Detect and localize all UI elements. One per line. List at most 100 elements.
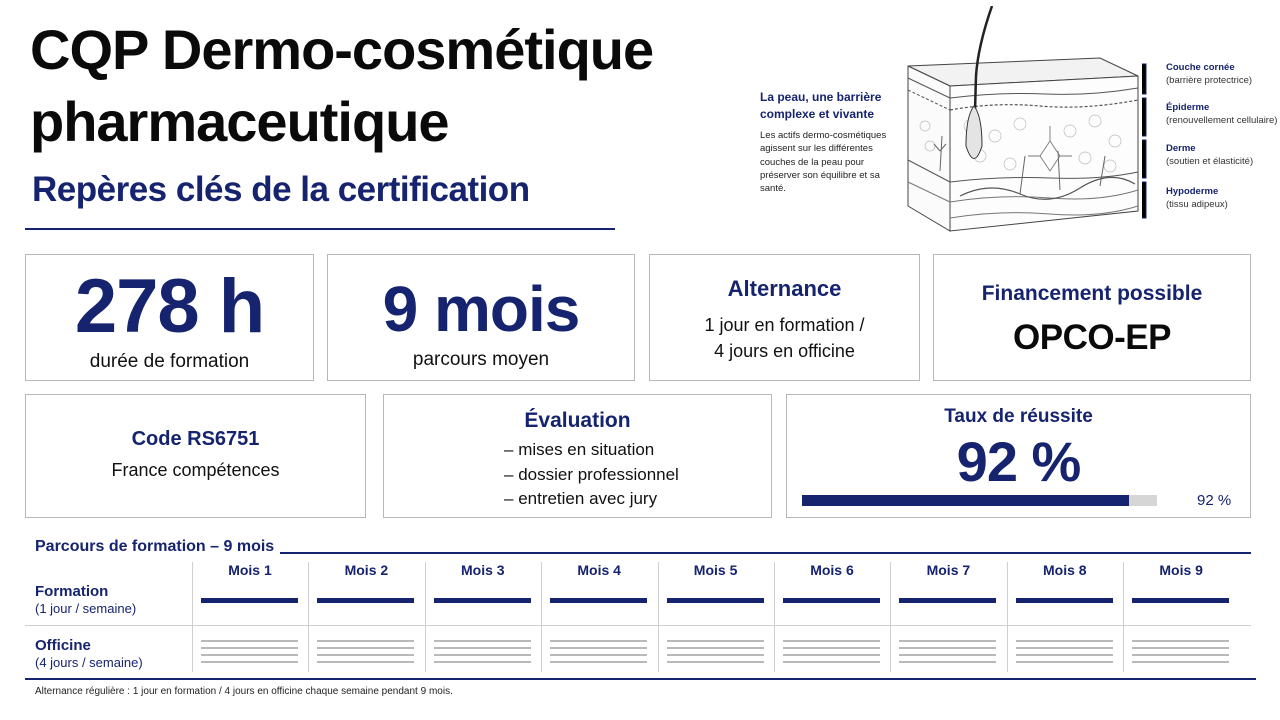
officine-bar-line <box>1015 654 1113 656</box>
officine-bar-line <box>1132 654 1230 656</box>
officine-bar-line <box>783 647 880 649</box>
layer-desc: (renouvellement cellulaire) <box>1166 114 1278 126</box>
row-label: Officine <box>35 637 91 654</box>
officine-bar-line <box>1015 647 1113 649</box>
layer-name: Hypoderme <box>1166 186 1219 197</box>
officine-bar-line <box>666 661 764 663</box>
evaluation-list: mises en situation dossier professionnel… <box>504 438 771 512</box>
page-subtitle: Repères clés de la certification <box>32 170 530 209</box>
timeline-footnote: Alternance régulière : 1 jour en formati… <box>35 686 453 697</box>
financement-value: OPCO-EP <box>1013 318 1171 357</box>
officine-bar-line <box>201 640 298 642</box>
officine-bar-line <box>550 661 648 663</box>
officine-bar-line <box>433 661 531 663</box>
officine-bar-line <box>317 654 415 656</box>
timeline-column-separator <box>1123 562 1125 672</box>
formation-bar <box>550 598 648 603</box>
formation-bar <box>201 598 298 603</box>
duration-caption: durée de formation <box>89 351 250 372</box>
officine-bar-line <box>433 647 531 649</box>
layer-name: Derme <box>1166 143 1196 154</box>
success-rate-progress-track <box>802 495 1157 506</box>
financement-heading: Financement possible <box>981 282 1203 305</box>
row-sublabel: (1 jour / semaine) <box>35 601 137 616</box>
months-card: 9 mois parcours moyen <box>327 254 635 381</box>
layer-label-hypoderme: Hypoderme (tissu adipeux) <box>1166 186 1228 212</box>
title-divider <box>25 228 615 230</box>
page-title-line-1: CQP Dermo-cosmétique <box>30 18 654 81</box>
formation-bar <box>783 598 880 603</box>
timeline-month-label: Mois 7 <box>926 562 971 578</box>
officine-bar-line <box>666 647 764 649</box>
officine-bar-line <box>201 654 298 656</box>
timeline-month-column: Mois 4 <box>541 562 657 672</box>
timeline-row-label-officine: Officine (4 jours / semaine) <box>35 637 143 671</box>
months-caption: parcours moyen <box>412 349 550 370</box>
timeline-month-column: Mois 1 <box>192 562 308 672</box>
timeline-row-divider <box>25 625 1251 626</box>
alternance-heading: Alternance <box>727 276 842 301</box>
officine-bar-line <box>783 654 880 656</box>
timeline-month-label: Mois 4 <box>577 562 621 578</box>
officine-bar-line <box>317 661 415 663</box>
layer-desc: (tissu adipeux) <box>1166 198 1228 210</box>
timeline-month-column: Mois 7 <box>890 562 1006 672</box>
success-rate-progress-fill <box>802 495 1129 506</box>
officine-bar-line <box>666 654 764 656</box>
timeline-column-separator <box>774 562 775 672</box>
formation-bar <box>433 598 531 603</box>
months-value: 9 mois <box>382 273 581 345</box>
timeline-month-column: Mois 5 <box>657 562 774 672</box>
timeline-column-separator <box>1006 562 1008 672</box>
officine-bar-line <box>201 661 298 663</box>
layer-label-derme: Derme (soutien et élasticité) <box>1166 143 1253 169</box>
page-title-line-2: pharmaceutique <box>30 90 450 153</box>
skin-panel-heading: La peau, une barrière complexe et vivant… <box>760 90 882 121</box>
timeline-month-column: Mois 2 <box>308 562 424 672</box>
alternance-line-2: 4 jours en officine <box>714 341 855 362</box>
formation-bar <box>1015 598 1113 603</box>
evaluation-item: mises en situation <box>504 438 771 463</box>
timeline-month-label: Mois 8 <box>1043 562 1087 578</box>
success-rate-card: Taux de réussite 92 % 92 % <box>786 394 1251 518</box>
footer-divider <box>25 678 1256 680</box>
timeline-month-label: Mois 5 <box>693 562 738 578</box>
timeline-month-label: Mois 6 <box>810 562 854 578</box>
officine-bar-line <box>1132 647 1230 649</box>
officine-bar-line <box>433 654 531 656</box>
layer-desc: (barrière protectrice) <box>1166 74 1253 86</box>
timeline-column-separator <box>657 562 659 672</box>
timeline-month-label: Mois 2 <box>344 562 389 578</box>
layer-name: Couche cornée <box>1166 62 1235 73</box>
timeline-title: Parcours de formation – 9 mois <box>35 538 275 555</box>
officine-bar-line <box>433 640 531 642</box>
officine-bar-line <box>1015 640 1113 642</box>
duration-value: 278 h <box>74 264 265 349</box>
timeline-column-separator <box>541 562 543 672</box>
timeline-month-column: Mois 8 <box>1006 562 1123 672</box>
officine-bar-line <box>317 647 415 649</box>
evaluation-card: Évaluation mises en situation dossier pr… <box>383 394 772 518</box>
code-heading: Code RS6751 <box>131 428 260 450</box>
duration-card: 278 h durée de formation <box>25 254 314 381</box>
officine-bar-line <box>550 640 648 642</box>
success-rate-progress-label: 92 % <box>1197 492 1232 509</box>
officine-bar-line <box>899 647 997 649</box>
timeline-month-column: Mois 9 <box>1123 562 1239 672</box>
officine-bar-line <box>783 661 880 663</box>
row-sublabel: (4 jours / semaine) <box>35 655 143 670</box>
formation-bar <box>317 598 415 603</box>
layer-desc: (soutien et élasticité) <box>1166 155 1254 167</box>
formation-bar <box>899 598 997 603</box>
code-line: France compétences <box>111 460 280 480</box>
skin-panel-text: Les actifs dermo-cosmétiques agissent su… <box>760 130 887 195</box>
timeline-column-separator <box>890 562 892 672</box>
officine-bar-line <box>899 640 997 642</box>
timeline-month-label: Mois 9 <box>1159 562 1203 578</box>
formation-bar <box>1132 598 1230 603</box>
timeline-row-label-formation: Formation (1 jour / semaine) <box>35 583 136 617</box>
layer-label-couche-cornee: Couche cornée (barrière protectrice) <box>1166 62 1252 88</box>
officine-bar-line <box>1132 640 1230 642</box>
officine-bar-line <box>1132 661 1230 663</box>
officine-bar-line <box>666 640 764 642</box>
